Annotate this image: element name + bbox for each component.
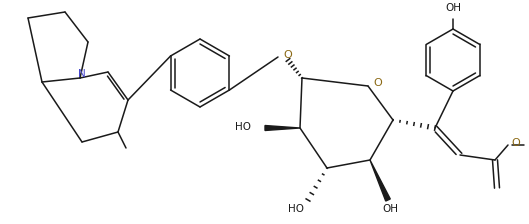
Text: HO: HO bbox=[235, 122, 251, 132]
Text: OH: OH bbox=[445, 3, 461, 13]
Polygon shape bbox=[370, 160, 390, 201]
Text: OH: OH bbox=[382, 204, 398, 214]
Text: HO: HO bbox=[288, 204, 304, 214]
Text: O: O bbox=[512, 138, 521, 148]
Polygon shape bbox=[265, 125, 300, 131]
Text: O: O bbox=[283, 50, 292, 60]
Text: O: O bbox=[373, 78, 382, 88]
Text: N: N bbox=[78, 69, 86, 79]
